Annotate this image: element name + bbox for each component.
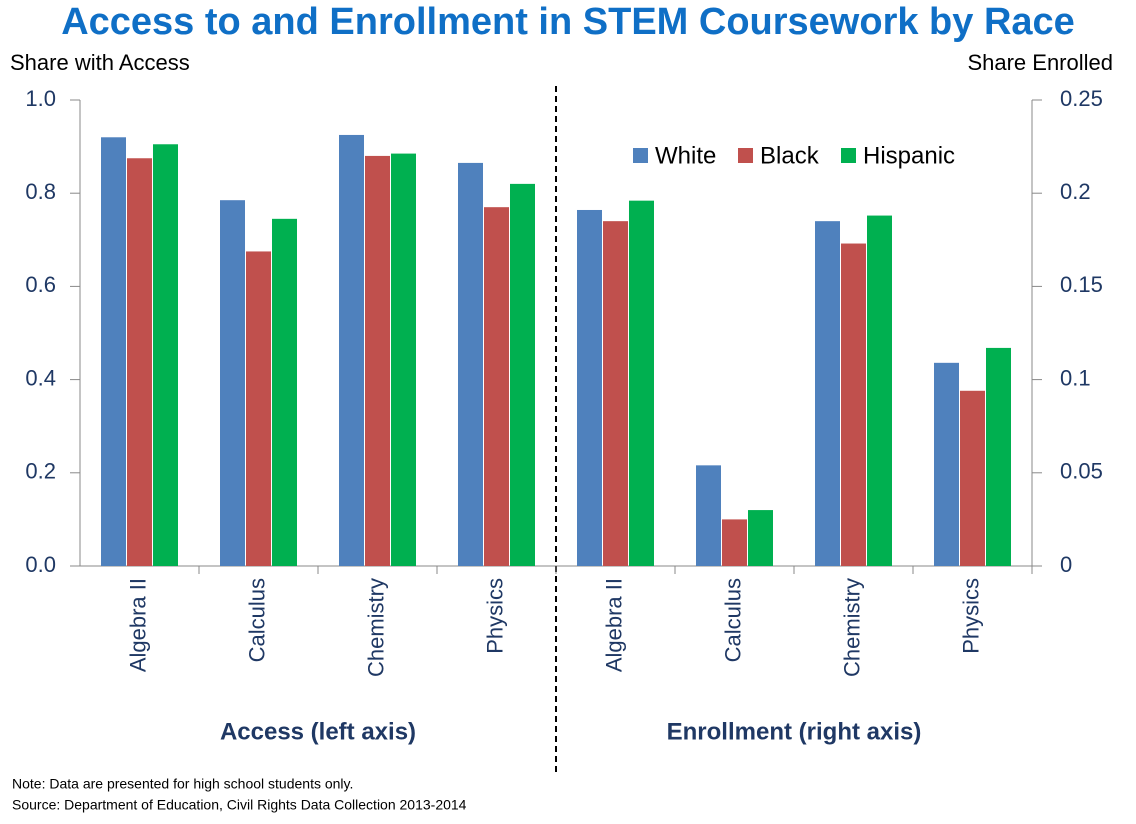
bar	[867, 215, 892, 566]
legend-label: Hispanic	[863, 142, 955, 169]
x-tick-label: Physics	[958, 578, 983, 654]
bar	[696, 465, 721, 566]
y-tick-label: 0.2	[25, 459, 56, 484]
bar	[339, 134, 364, 566]
legend-swatch	[738, 148, 753, 163]
y-tick-label: 0.6	[25, 272, 56, 297]
x-tick-label: Physics	[482, 578, 507, 654]
source: Source: Department of Education, Civil R…	[12, 797, 467, 813]
bar	[577, 209, 602, 566]
bar	[220, 200, 245, 566]
bar	[484, 207, 509, 566]
y2-tick-label: 0	[1060, 552, 1072, 577]
bar	[960, 390, 985, 566]
chart-title: Access to and Enrollment in STEM Coursew…	[61, 1, 1075, 43]
bar	[815, 221, 840, 566]
bar	[748, 510, 773, 566]
bar	[841, 243, 866, 566]
bar	[510, 183, 535, 566]
bar	[986, 347, 1011, 566]
bar	[127, 158, 152, 566]
y2-tick-label: 0.25	[1060, 86, 1103, 111]
bar	[629, 200, 654, 566]
y-tick-label: 0.4	[25, 365, 56, 390]
bar	[934, 362, 959, 566]
y2-tick-label: 0.05	[1060, 459, 1103, 484]
note: Note: Data are presented for high school…	[12, 776, 353, 792]
x-tick-label: Algebra II	[601, 578, 626, 672]
bar	[391, 153, 416, 566]
y-tick-label: 0.0	[25, 552, 56, 577]
y2-axis-title: Share Enrolled	[967, 50, 1113, 75]
x-tick-label: Chemistry	[839, 578, 864, 677]
group-label: Access (left axis)	[220, 718, 416, 745]
x-tick-label: Calculus	[720, 578, 745, 662]
x-tick-label: Calculus	[244, 578, 269, 662]
y2-tick-label: 0.2	[1060, 179, 1091, 204]
bar	[153, 144, 178, 566]
y-axis-title: Share with Access	[10, 50, 190, 75]
legend-swatch	[633, 148, 648, 163]
bar	[365, 155, 390, 567]
bar	[272, 218, 297, 566]
y-tick-label: 0.8	[25, 179, 56, 204]
bar	[101, 137, 126, 566]
y-tick-label: 1.0	[25, 86, 56, 111]
x-tick-label: Algebra II	[125, 578, 150, 672]
bar	[458, 162, 483, 566]
legend-swatch	[841, 148, 856, 163]
legend-label: Black	[760, 142, 820, 169]
bar	[603, 221, 628, 566]
group-label: Enrollment (right axis)	[667, 718, 922, 745]
x-tick-label: Chemistry	[363, 578, 388, 677]
bar	[246, 251, 271, 566]
y2-tick-label: 0.15	[1060, 272, 1103, 297]
bar	[722, 519, 747, 566]
legend-label: White	[655, 142, 716, 169]
y2-tick-label: 0.1	[1060, 365, 1091, 390]
